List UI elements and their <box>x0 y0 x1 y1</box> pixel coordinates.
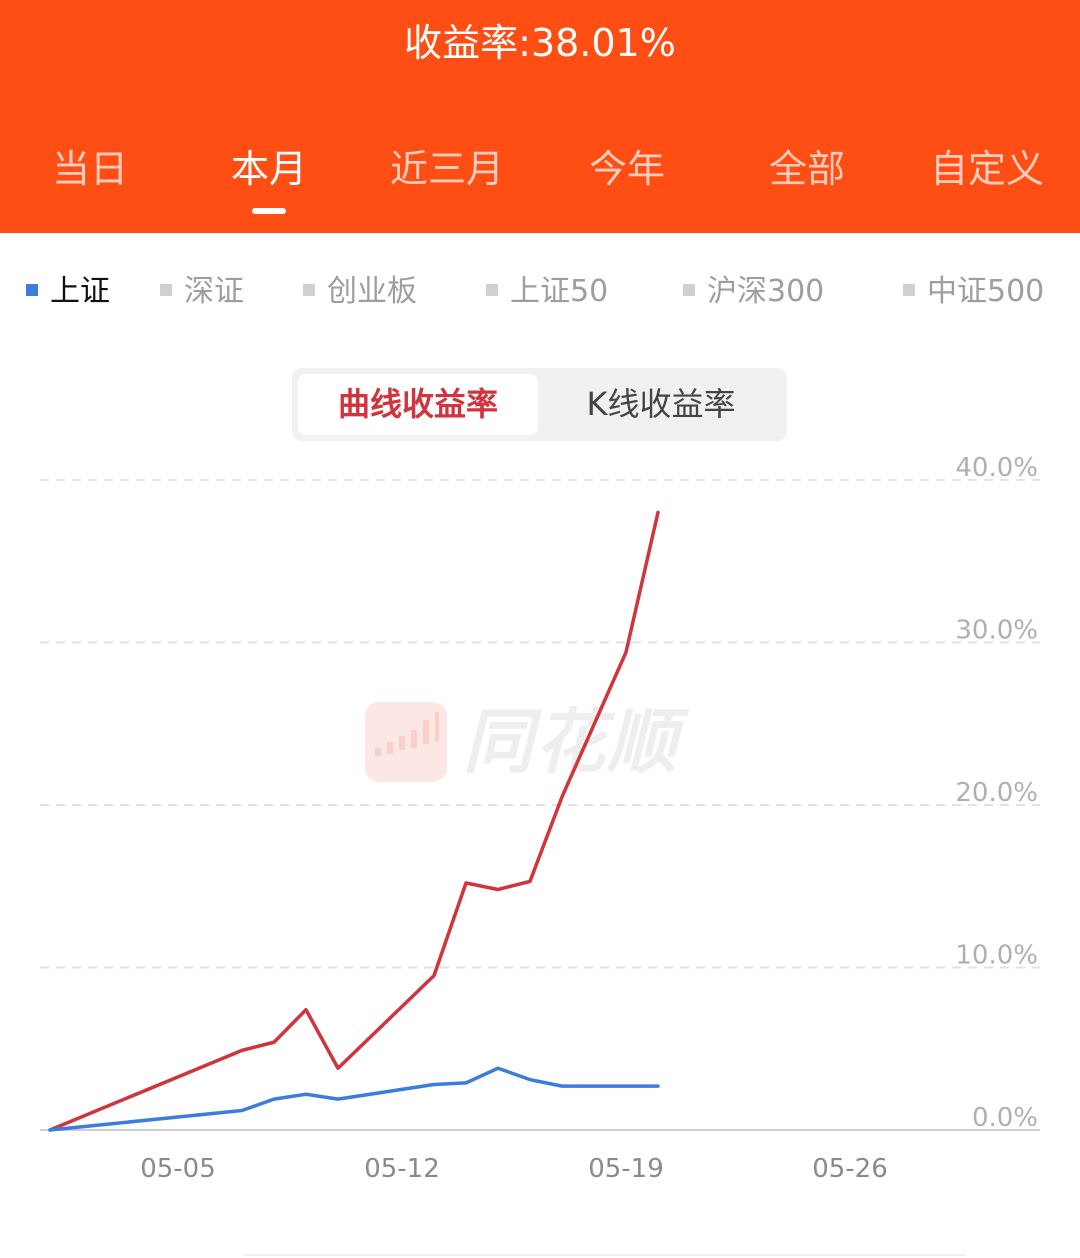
y-tick-label: 20.0% <box>955 778 1038 808</box>
header-bar: 收益率:38.01% 当日 本月 近三月 今年 全部 自定义 <box>0 0 1080 233</box>
tab-this-month[interactable]: 本月 <box>230 147 307 191</box>
tab-all[interactable]: 全部 <box>768 147 845 191</box>
y-tick-label: 0.0% <box>972 1103 1038 1133</box>
index-return-line <box>48 1066 660 1132</box>
legend-swatch-icon <box>26 283 38 296</box>
index-label: 创业板 <box>327 274 417 309</box>
x-tick-label: 05-05 <box>140 1154 216 1184</box>
x-tick-label: 05-12 <box>364 1154 440 1184</box>
y-tick-label: 10.0% <box>955 941 1038 971</box>
x-tick-label: 05-26 <box>812 1154 888 1184</box>
index-label: 上证 <box>50 274 110 309</box>
legend-swatch-icon <box>683 283 695 296</box>
index-item-csi500[interactable]: 中证500 <box>903 272 1044 312</box>
watermark-text: 同花顺 <box>463 701 679 783</box>
index-label: 中证500 <box>927 274 1045 309</box>
return-rate-title: 收益率:38.01% <box>404 21 676 65</box>
legend-swatch-icon <box>486 283 498 296</box>
index-item-csi300[interactable]: 沪深300 <box>683 272 824 312</box>
y-tick-label: 40.0% <box>955 453 1038 483</box>
portfolio-return-line <box>48 510 660 1132</box>
curve-return-button[interactable]: 曲线收益率 <box>298 374 538 435</box>
legend-swatch-icon <box>303 283 315 296</box>
index-label: 深证 <box>184 274 244 309</box>
active-tab-indicator <box>252 208 286 214</box>
y-tick-label: 30.0% <box>955 616 1038 646</box>
index-label: 上证50 <box>510 274 609 309</box>
watermark-logo-icon <box>365 702 447 782</box>
index-item-sse50[interactable]: 上证50 <box>486 272 608 312</box>
tab-this-year[interactable]: 今年 <box>588 147 665 191</box>
index-item-shanghai[interactable]: 上证 <box>26 272 110 312</box>
kline-return-button[interactable]: K线收益率 <box>586 385 736 423</box>
tab-today[interactable]: 当日 <box>51 147 128 191</box>
legend-swatch-icon <box>903 283 915 296</box>
x-tick-label: 05-19 <box>588 1154 664 1184</box>
bottom-divider <box>244 1254 966 1256</box>
index-label: 沪深300 <box>707 274 825 309</box>
tab-last-three-months[interactable]: 近三月 <box>389 147 504 191</box>
tab-custom[interactable]: 自定义 <box>929 147 1044 191</box>
index-item-chinext[interactable]: 创业板 <box>303 272 417 312</box>
return-line-chart: 40.0% 30.0% 20.0% 10.0% 0.0% 05-05 05-12 05-19 0… <box>40 453 1040 1184</box>
legend-swatch-icon <box>160 283 172 296</box>
watermark: 同花顺 <box>365 700 725 784</box>
chart-mode-toggle: 曲线收益率 K线收益率 <box>292 368 787 441</box>
index-item-shenzhen[interactable]: 深证 <box>160 272 244 312</box>
